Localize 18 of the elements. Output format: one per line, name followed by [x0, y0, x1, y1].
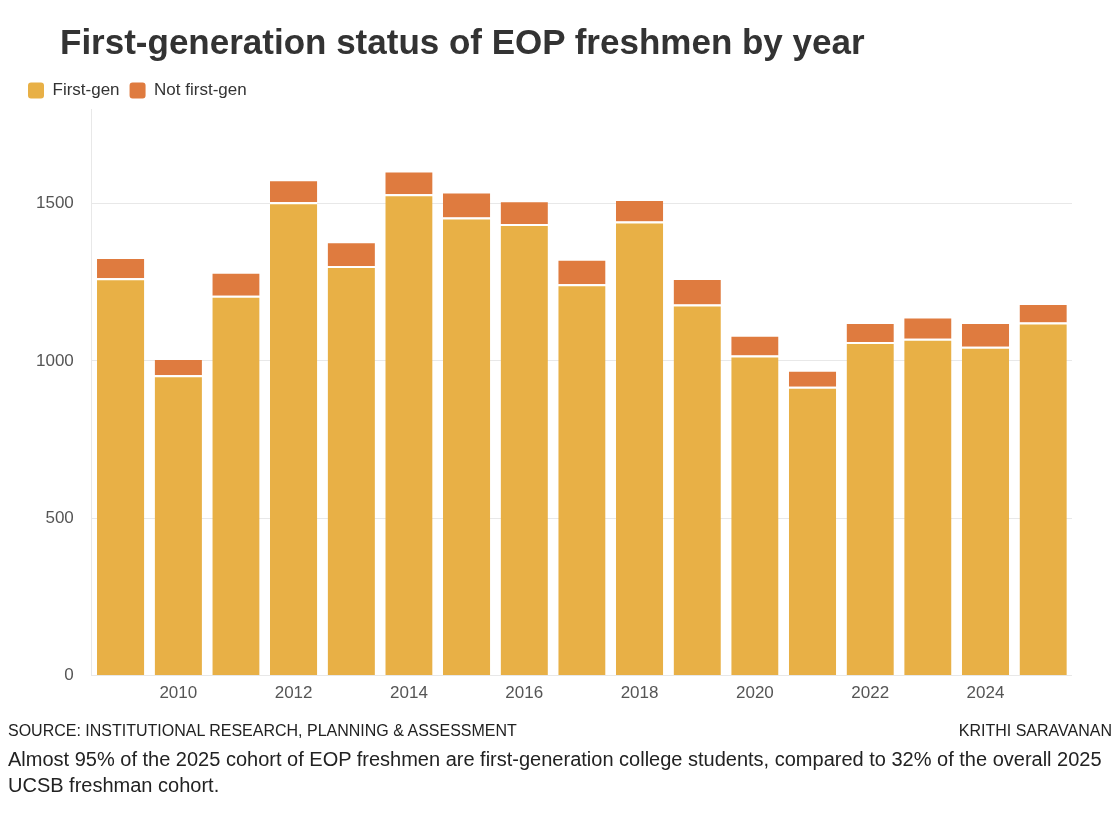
x-tick-label: 2010 [159, 683, 198, 703]
y-tick-label: 500 [45, 507, 74, 527]
x-tick-label: 2020 [735, 683, 774, 703]
source-note: SOURCE: INSTITUTIONAL RESEARCH, PLANNING & ASSESSMENT [8, 722, 517, 740]
x-tick-label: 2018 [620, 683, 659, 703]
x-tick-label: 2022 [851, 683, 890, 703]
y-tick-label: 0 [64, 665, 74, 685]
legend-label: First-gen [52, 80, 120, 100]
chart-title: First-generation status of EOP freshmen by year [60, 22, 866, 62]
x-tick-label: 2012 [274, 683, 313, 703]
text: KRITHI SARAVANAN [958, 722, 1112, 740]
x-tick-label: 2024 [966, 683, 1005, 703]
x-tick-label: 2016 [505, 683, 544, 703]
legend-label: Not first-gen [154, 80, 247, 100]
y-tick-label: 1500 [35, 193, 74, 213]
x-tick-label: 2014 [390, 683, 428, 703]
text: Almost 95% of the 2025 cohort of EOP freshmen are first-generation college students, compared to 32% of the overall 2025 UCSB freshman cohort. [8, 747, 1103, 798]
y-tick-label: 1000 [35, 350, 74, 370]
